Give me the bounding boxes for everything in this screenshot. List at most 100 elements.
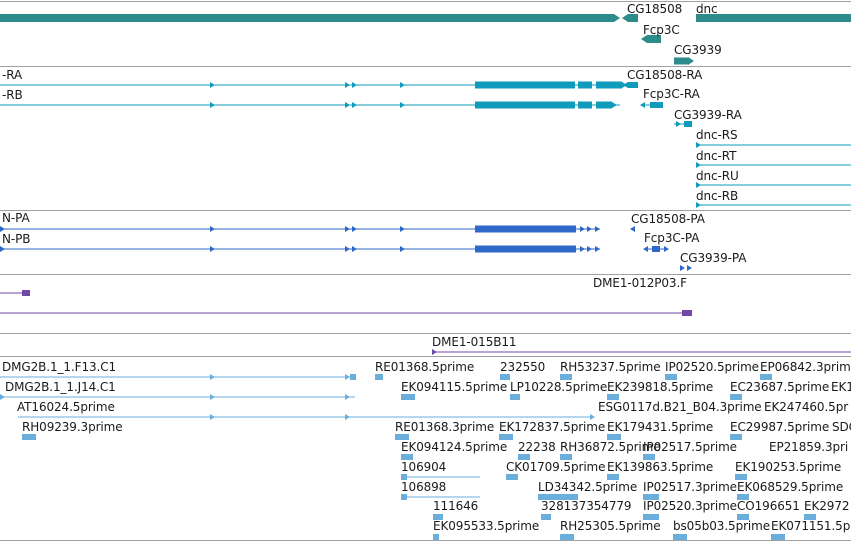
gene-block [641, 35, 647, 43]
est-label[interactable]: EK190253.5prime [735, 460, 842, 474]
gene-block [614, 14, 620, 22]
strand-arrow [664, 246, 669, 252]
est-label[interactable]: RH09239.3prime [22, 420, 123, 434]
exon-block [804, 514, 816, 520]
est-label[interactable]: 111646 [433, 499, 479, 513]
strand-arrow [400, 82, 405, 88]
est-label[interactable]: 22238 [518, 440, 556, 454]
strand-arrow [210, 414, 215, 420]
exon-block [499, 434, 513, 440]
est-label[interactable]: RH53237.5prime [560, 360, 661, 374]
strand-arrow [587, 246, 592, 252]
est-label[interactable]: RE01368.3prime [395, 420, 495, 434]
transcript-label[interactable]: CG18508-RA [627, 68, 703, 82]
est-label[interactable]: bs05b03.5prime [673, 519, 771, 533]
est-label[interactable]: EK247460.5pr [764, 400, 849, 414]
est-label[interactable]: LP10228.5prime [510, 380, 608, 394]
protein-label[interactable]: N-PA [2, 211, 30, 225]
strand-arrow [696, 142, 701, 148]
exon-block [401, 454, 413, 460]
est-label[interactable]: IP02520.3prime [643, 499, 737, 513]
transcript-label[interactable]: dnc-RU [696, 169, 739, 183]
exon-block [475, 81, 575, 89]
strand-arrow [595, 246, 600, 252]
est-label[interactable]: RE01368.5prime [375, 360, 475, 374]
est-label[interactable]: EC23687.5prime [730, 380, 830, 394]
strand-arrow [580, 226, 585, 232]
gene-block [622, 14, 628, 22]
gene-label[interactable]: CG3939 [674, 43, 722, 57]
transcript-label[interactable]: -RA [2, 68, 23, 82]
est-label[interactable]: EK094124.5prime [401, 440, 508, 454]
protein-label[interactable]: CG3939-PA [680, 251, 747, 265]
exon-block [607, 474, 619, 480]
transcript-label[interactable]: dnc-RB [696, 189, 739, 203]
strand-arrow [210, 374, 215, 380]
exon-block [538, 494, 578, 500]
exon-block [500, 374, 510, 380]
est-label[interactable]: IP02517.3prime [643, 480, 737, 494]
transcript-label[interactable]: CG3939-RA [674, 108, 742, 122]
transcript-track: -RA -RB CG18508-RA Fcp3C-RA CG3939-RA dn… [0, 66, 851, 210]
exon-block [560, 374, 572, 380]
est-label[interactable]: EK2972 [804, 499, 850, 513]
est-label[interactable]: EK239818.5prime [607, 380, 714, 394]
strand-arrow [612, 102, 617, 108]
gene-label[interactable]: dnc [696, 2, 718, 16]
est-label[interactable]: AT16024.5prime [17, 400, 115, 414]
est-label[interactable]: EK068529.5prime [737, 480, 844, 494]
est-label[interactable]: EK179431.5prime [607, 420, 714, 434]
protein-label[interactable]: Fcp3C-PA [644, 231, 700, 245]
gene-label[interactable]: Fcp3C [643, 23, 680, 37]
est-label[interactable]: DMG2B.1_1.F13.C1 [2, 360, 117, 374]
exon-block [433, 514, 443, 520]
strand-arrow [210, 102, 215, 108]
est-label[interactable]: RH36872.5prime [560, 440, 661, 454]
est-label[interactable]: CK01709.5prime [506, 460, 606, 474]
est-label[interactable]: 328137354779 [541, 499, 632, 513]
strand-arrow [352, 102, 357, 108]
est-label[interactable]: EK094115.5prime [401, 380, 508, 394]
cdna-label[interactable]: DME1-015B11 [432, 335, 517, 349]
est-label[interactable]: EK071151.5pr [771, 519, 851, 533]
est-label[interactable]: DMG2B.1_1.J14.C1 [5, 380, 116, 394]
est-label[interactable]: RH25305.5prime [560, 519, 661, 533]
est-label[interactable]: EC29987.5prime [730, 420, 830, 434]
est-label[interactable]: 232550 [500, 360, 546, 374]
exon-block [510, 394, 520, 400]
exon-block [760, 374, 772, 380]
protein-label[interactable]: CG18508-PA [631, 212, 705, 226]
est-label[interactable]: 106898 [401, 480, 447, 494]
transcript-label[interactable]: dnc-RT [696, 149, 737, 163]
transcript-label[interactable]: dnc-RS [696, 128, 738, 142]
est-label[interactable]: LD34342.5prime [538, 480, 638, 494]
strand-arrow [345, 414, 350, 420]
est-label[interactable]: EK172837.5prime [499, 420, 606, 434]
transcript-label[interactable]: Fcp3C-RA [643, 87, 700, 101]
est-label[interactable]: ESG0117d.B21_B04.3prime [598, 400, 762, 414]
strand-arrow [580, 246, 585, 252]
transcript-label[interactable]: -RB [2, 88, 23, 102]
est-label[interactable]: IP02517.5prime [643, 440, 737, 454]
exon-block [475, 101, 575, 109]
track-separator [0, 274, 851, 275]
est-label[interactable]: EP21859.3pri [769, 440, 849, 454]
protein-label[interactable]: N-PB [2, 232, 31, 246]
est-label[interactable]: EK139863.5prime [607, 460, 714, 474]
track-separator [0, 356, 851, 357]
est-label[interactable]: IP02520.5prime [665, 360, 759, 374]
exon-block [401, 494, 407, 500]
est-label[interactable]: EK095533.5prime [433, 519, 540, 533]
strand-arrow [210, 394, 215, 400]
gene-label[interactable]: CG18508 [627, 2, 683, 16]
clone-label[interactable]: DME1-012P03.F [593, 276, 687, 290]
est-label[interactable]: 106904 [401, 460, 447, 474]
est-track: DMG2B.1_1.F13.C1 RE01368.5prime 232550 R… [0, 356, 851, 542]
est-label[interactable]: CO196651 [737, 499, 800, 513]
strand-arrow [210, 226, 215, 232]
exon-block [650, 102, 663, 108]
est-label[interactable]: SDC [832, 420, 851, 434]
est-label[interactable]: EK1 [831, 380, 851, 394]
est-label[interactable]: EP06842.3prim [760, 360, 851, 374]
